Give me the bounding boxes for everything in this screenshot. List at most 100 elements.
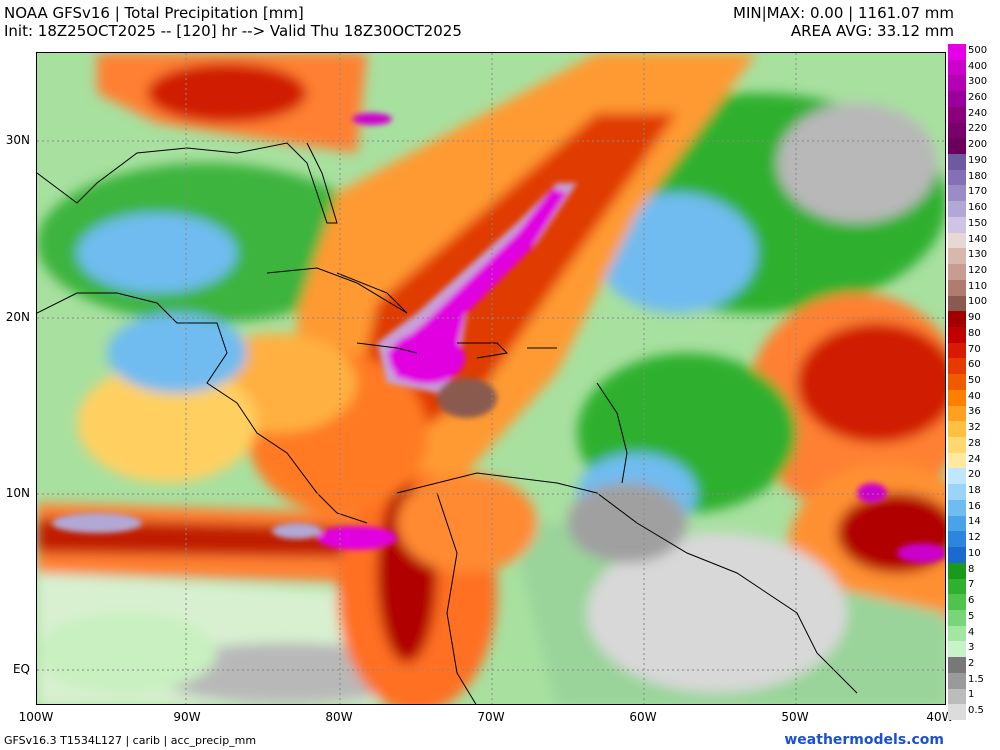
colorbar-tick-label: 140 <box>968 233 988 245</box>
colorbar-tick-label: 5 <box>968 610 975 622</box>
colorbar-segment <box>948 547 966 564</box>
precipitation-map <box>36 52 946 705</box>
site-link[interactable]: weathermodels.com <box>784 732 944 748</box>
colorbar-segment <box>948 279 966 297</box>
colorbar-segment <box>948 106 966 124</box>
colorbar-tick-label: 36 <box>968 406 981 418</box>
colorbar-segment <box>948 154 966 171</box>
colorbar-segment <box>948 641 966 658</box>
colorbar-segment <box>948 44 966 61</box>
map-title: NOAA GFSv16 | Total Precipitation [mm] <box>4 4 304 22</box>
colorbar-tick-label: 150 <box>968 217 988 229</box>
colorbar-segment <box>948 216 966 234</box>
lon-label-90w: 90W <box>173 710 201 724</box>
colorbar-tick-label: 6 <box>968 595 975 607</box>
colorbar-segment <box>948 515 966 532</box>
colorbar-tick-label: 220 <box>968 123 988 135</box>
colorbar-tick-label: 40 <box>968 390 981 402</box>
colorbar-tick-label: 60 <box>968 359 981 371</box>
lon-label-80w: 80W <box>325 710 353 724</box>
colorbar-tick-label: 1.5 <box>968 673 984 685</box>
colorbar-tick-label: 2 <box>968 657 975 669</box>
colorbar-tick-label: 4 <box>968 626 975 638</box>
colorbar-tick-label: 16 <box>968 500 981 512</box>
colorbar-tick-label: 24 <box>968 453 981 465</box>
colorbar-tick-label: 300 <box>968 76 988 88</box>
map-init-valid-time: Init: 18Z25OCT2025 -- [120] hr --> Valid… <box>4 22 462 40</box>
colorbar-segment <box>948 437 966 454</box>
colorbar-segment <box>948 201 966 218</box>
colorbar-tick-label: 0.5 <box>968 705 984 717</box>
colorbar-segment <box>948 672 966 690</box>
colorbar-segment <box>948 122 966 139</box>
colorbar-segment <box>948 295 966 312</box>
colorbar-segment <box>948 452 966 469</box>
colorbar-tick-label: 240 <box>968 107 988 119</box>
area-average-readout: AREA AVG: 33.12 mm <box>790 22 954 40</box>
colorbar-tick-label: 50 <box>968 375 981 386</box>
colorbar-segment <box>948 625 966 642</box>
colorbar-tick-label: 32 <box>968 422 981 434</box>
colorbar-segment <box>948 342 966 359</box>
colorbar-tick-label: 110 <box>968 280 988 292</box>
colorbar-segment <box>948 484 966 501</box>
min-max-readout: MIN|MAX: 0.00 | 1161.07 mm <box>733 4 954 22</box>
colorbar-tick-label: 14 <box>968 516 981 528</box>
lat-label-10n: 10N <box>5 486 30 500</box>
colorbar-segment <box>948 704 966 721</box>
colorbar-segment <box>948 91 966 108</box>
colorbar-segment <box>948 264 966 281</box>
colorbar-tick-label: 180 <box>968 170 988 182</box>
colorbar-segment <box>948 499 966 517</box>
colorbar-tick-label: 400 <box>968 60 988 72</box>
lon-label-50w: 50W <box>781 710 809 724</box>
colorbar-segment <box>948 562 966 579</box>
colorbar-tick-label: 80 <box>968 327 981 339</box>
colorbar-tick-label: 260 <box>968 92 988 104</box>
lon-label-40w: 40W <box>926 710 954 724</box>
colorbar-tick-label: 20 <box>968 469 981 481</box>
colorbar-segment <box>948 358 966 375</box>
colorbar-segment <box>948 421 966 438</box>
colorbar-segment <box>948 185 966 202</box>
colorbar-tick-label: 120 <box>968 264 988 276</box>
colorbar-segment <box>948 468 966 485</box>
colorbar-tick-label: 28 <box>968 437 981 449</box>
colorbar-segment <box>948 531 966 548</box>
colorbar-segment <box>948 657 966 674</box>
colorbar-segment <box>948 75 966 92</box>
colorbar-segment <box>948 688 966 705</box>
lat-label-eq: EQ <box>12 662 30 676</box>
colorbar-segment <box>948 326 966 344</box>
colorbar-segment <box>948 169 966 186</box>
colorbar-tick-label: 70 <box>968 343 981 355</box>
colorbar-segment <box>948 609 966 627</box>
colorbar-tick-label: 90 <box>968 312 981 324</box>
lon-label-100w: 100W <box>18 710 54 724</box>
model-info-footer: GFSv16.3 T1534L127 | carib | acc_precip_… <box>4 734 257 747</box>
colorbar-tick-label: 7 <box>968 579 975 591</box>
lon-label-60w: 60W <box>629 710 657 724</box>
colorbar-segment <box>948 405 966 422</box>
colorbar-tick-label: 130 <box>968 249 988 261</box>
lon-label-70w: 70W <box>477 710 505 724</box>
colorbar-tick-label: 170 <box>968 186 988 198</box>
colorbar-segment <box>948 594 966 611</box>
colorbar-segment <box>948 59 966 76</box>
colorbar-segment <box>948 374 966 391</box>
colorbar-segment <box>948 311 966 328</box>
precipitation-colorbar <box>948 44 966 721</box>
colorbar-segment <box>948 138 966 155</box>
colorbar-tick-label: 3 <box>968 642 975 654</box>
colorbar-segment <box>948 248 966 265</box>
colorbar-tick-label: 1 <box>968 689 975 701</box>
colorbar-tick-label: 10 <box>968 547 981 559</box>
colorbar-tick-label: 12 <box>968 532 981 544</box>
colorbar-tick-label: 18 <box>968 485 981 497</box>
colorbar-tick-label: 190 <box>968 154 988 166</box>
lat-label-20n: 20N <box>5 310 30 324</box>
colorbar-tick-label: 160 <box>968 202 988 214</box>
colorbar-segment <box>948 578 966 595</box>
colorbar-tick-label: 200 <box>968 139 988 151</box>
colorbar-tick-label: 100 <box>968 296 988 308</box>
